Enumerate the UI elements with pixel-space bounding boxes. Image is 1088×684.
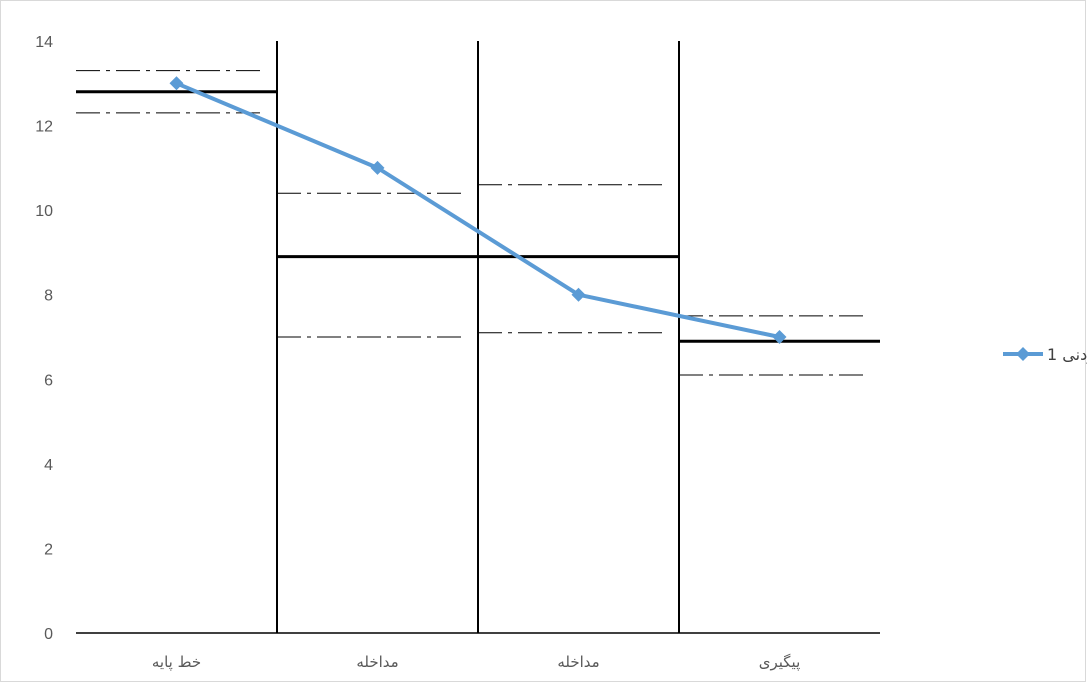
data-point-marker [772,330,787,344]
legend-label: آزمودنی 1 [1047,345,1087,365]
data-point-marker [571,287,586,302]
y-tick-label: 4 [44,457,53,474]
y-tick-label: 8 [44,288,53,305]
legend-marker [1016,347,1030,361]
x-tick-label: مداخله [356,653,398,671]
y-tick-label: 0 [44,626,53,643]
y-tick-label: 6 [44,372,53,389]
y-tick-label: 12 [35,119,53,136]
series-line [175,81,780,339]
y-tick-label: 14 [35,34,53,51]
data-point-marker [169,76,184,91]
data-point-marker [370,160,385,175]
x-tick-label: پیگیری [759,653,801,672]
y-tick-label: 10 [35,203,53,220]
x-tick-label: خط پایه [152,653,201,672]
x-tick-label: مداخله [557,653,599,671]
y-tick-label: 2 [44,541,53,558]
